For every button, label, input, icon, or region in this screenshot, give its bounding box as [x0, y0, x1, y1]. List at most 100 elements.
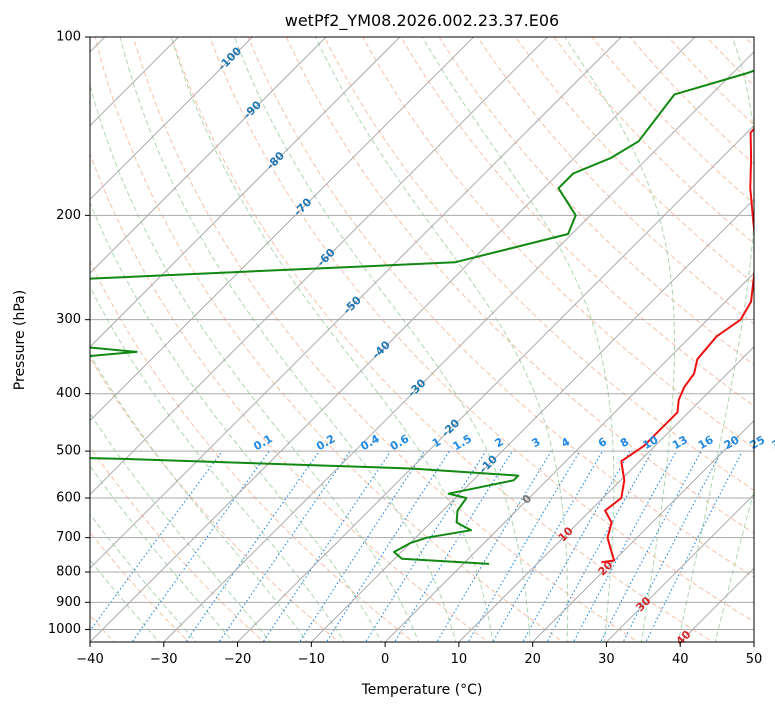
moist-adiabat [90, 412, 271, 642]
plot-frame [89, 36, 755, 643]
dry-adiabat [667, 37, 754, 126]
x-axis-label: Temperature (°C) [361, 682, 483, 698]
y-tick-label: 500 [56, 444, 81, 459]
mixing-ratio-line [393, 450, 513, 642]
mixing-ratio-line [218, 450, 351, 642]
profile-series [90, 69, 754, 565]
mixing-ratio-line [325, 450, 450, 642]
isotherm [90, 37, 401, 348]
x-tick-label: 50 [746, 652, 763, 667]
mixing-ratio-line [262, 450, 392, 642]
mixing-ratio-line [298, 450, 426, 642]
mixing-ratio-label: 1.5 [451, 432, 474, 453]
moist-adiabat [714, 489, 754, 642]
x-tick-label: 30 [598, 652, 615, 667]
dewpoint-line [90, 69, 754, 565]
x-tick-label: −10 [298, 652, 325, 667]
x-tick-label: −40 [76, 652, 103, 667]
y-axis-label: Pressure (hPa) [12, 290, 28, 390]
y-axis: 100 200 300 400 500 600 700 800 900 1000 [48, 30, 90, 637]
isotherm [90, 37, 549, 496]
y-tick-label: 300 [56, 312, 81, 327]
dry-adiabat [438, 37, 754, 366]
y-tick-label: 1000 [48, 622, 81, 637]
mixing-ratio-label: 0.6 [388, 432, 412, 453]
isotherm [90, 37, 327, 274]
isotherm [90, 37, 622, 569]
isotherm [90, 37, 475, 422]
isotherm [384, 272, 754, 642]
dry-adiabat [90, 356, 340, 642]
x-tick-label: 0 [381, 652, 389, 667]
mixing-ratio-label: 2 [493, 435, 506, 450]
moist-adiabat [421, 37, 615, 642]
mixing-ratio-label: 0.4 [358, 432, 382, 453]
isotherm-label: -90 [241, 98, 264, 121]
pressure-gridlines [90, 37, 754, 630]
mixing-ratio-line [599, 450, 702, 642]
x-tick-label: −30 [150, 652, 177, 667]
isotherm [163, 51, 754, 642]
dry-adiabat [90, 446, 265, 642]
dry-adiabat [132, 37, 639, 642]
dry-adiabat [591, 37, 754, 205]
x-tick-label: 20 [524, 652, 541, 667]
dry-adiabat [400, 37, 754, 407]
mixing-ratio-label: 0.1 [251, 432, 274, 453]
mixing-ratio-line [185, 450, 320, 642]
y-tick-label: 200 [56, 208, 81, 223]
dry-adiabat [553, 37, 754, 245]
y-tick-label: 100 [56, 30, 81, 45]
mixing-ratio-label: 13 [670, 433, 690, 452]
mixing-ratio-line [365, 450, 487, 642]
isotherm [458, 346, 754, 642]
x-tick-label: 40 [672, 652, 689, 667]
chart-title: wetPf2_YM08.2026.002.23.37.E06 [285, 11, 559, 31]
dry-adiabat [285, 37, 754, 535]
isotherm [90, 37, 254, 201]
mixing-ratio-line [131, 450, 270, 642]
isotherm [90, 37, 180, 127]
mixing-ratio-label: 16 [696, 433, 716, 452]
y-tick-label: 900 [56, 595, 81, 610]
y-tick-label: 700 [56, 530, 81, 545]
moist-adiabat [90, 83, 420, 642]
dry-adiabat [209, 37, 754, 623]
isotherm-label: 30 [633, 594, 653, 614]
mixing-ratio-label: 6 [596, 435, 609, 450]
moist-adiabat [170, 37, 494, 642]
moist-adiabat [90, 353, 308, 642]
isotherm [236, 124, 754, 642]
dry-adiabat [90, 152, 490, 642]
dry-adiabat [706, 37, 754, 87]
mixing-ratio-line [90, 450, 223, 632]
isotherm-label: 40 [674, 628, 694, 648]
dry-adiabat [515, 37, 754, 285]
isotherm [310, 198, 754, 642]
moist-adiabat [90, 513, 197, 642]
mixing-ratio-label: 25 [748, 433, 768, 452]
y-tick-label: 800 [56, 565, 81, 580]
mixing-ratio-line [467, 450, 581, 642]
mixing-ratio-label: 10 [641, 433, 661, 452]
x-axis: −40 −30 −20 −10 0 10 20 30 40 50 [76, 642, 762, 667]
mixing-ratio-line [645, 450, 743, 642]
moist-adiabat [90, 201, 382, 642]
isotherm-label: -60 [315, 246, 338, 269]
x-tick-label: −20 [224, 652, 251, 667]
isotherm [605, 493, 754, 642]
mixing-ratio-label: 8 [618, 435, 631, 450]
dry-adiabat [323, 37, 754, 491]
mixing-ratio-label: 30 [770, 433, 775, 452]
dry-adiabat [247, 37, 754, 578]
background-lines [90, 37, 754, 642]
moist-adiabat [90, 464, 234, 642]
mixing-ratio-line [622, 450, 723, 642]
isotherm-label: -40 [370, 338, 393, 361]
dry-adiabat [744, 37, 754, 47]
isotherm [90, 37, 696, 642]
temperature-line [601, 127, 754, 564]
mixing-ratio-label: 3 [530, 435, 543, 450]
x-tick-label: 10 [451, 652, 468, 667]
